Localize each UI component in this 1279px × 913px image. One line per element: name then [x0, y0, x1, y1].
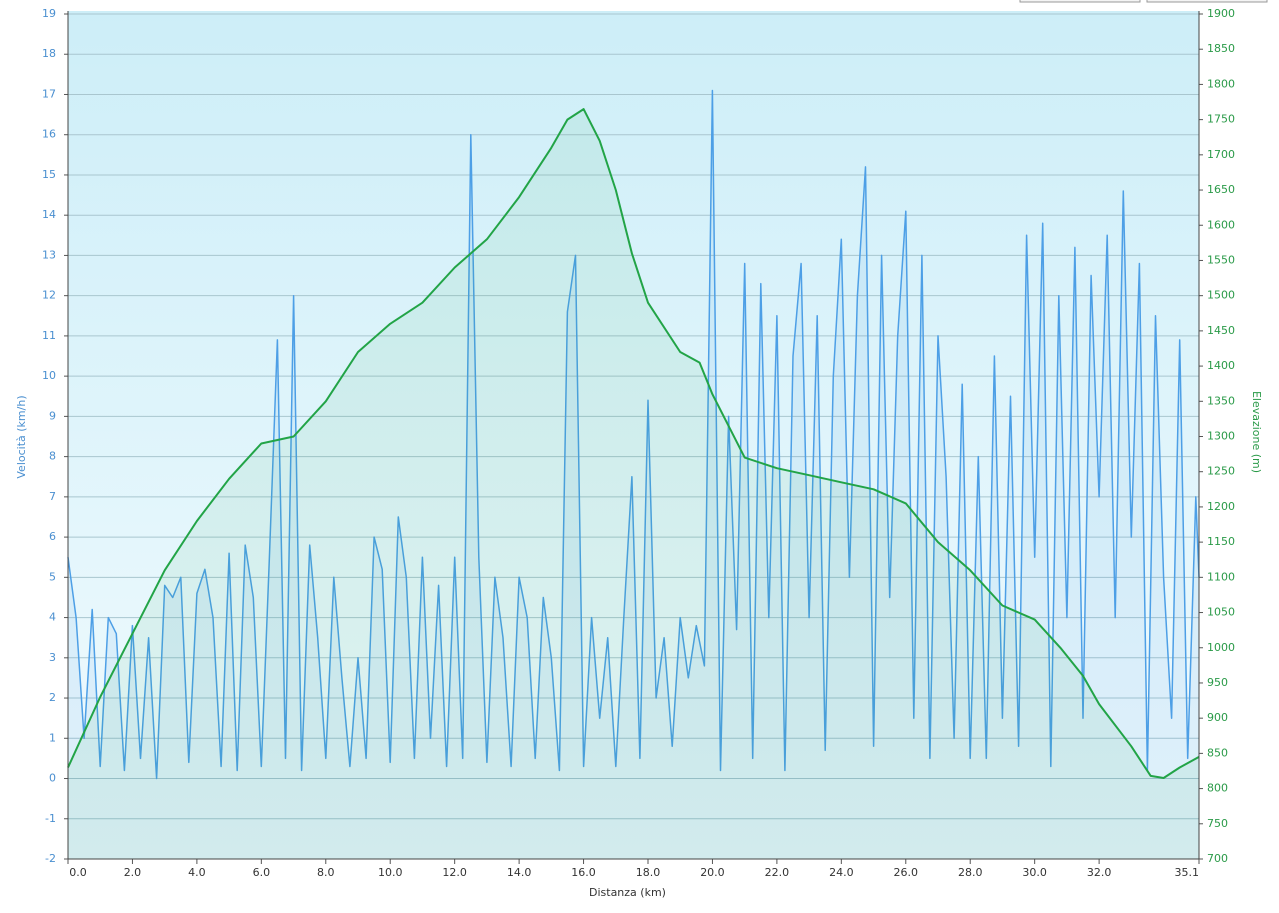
y2-tick-label: 900	[1207, 711, 1228, 724]
y2-tick-label: 1650	[1207, 183, 1235, 196]
y-tick-label: 18	[42, 47, 56, 60]
y2-tick-label: 1150	[1207, 535, 1235, 548]
y-tick-label: 4	[49, 611, 56, 624]
y-tick-label: 14	[42, 208, 56, 221]
series-area	[68, 109, 1199, 860]
y-axis-title: Velocità (km/h)	[15, 395, 28, 478]
y-tick-label: 2	[49, 691, 56, 704]
series-area	[68, 90, 1199, 859]
y2-tick-label: 750	[1207, 817, 1228, 830]
y2-tick-label: 700	[1207, 852, 1228, 865]
y-tick-label: -2	[45, 852, 56, 865]
y-tick-label: 1	[49, 731, 56, 744]
x-tick-label: 20.0	[700, 866, 725, 879]
y2-tick-label: 1000	[1207, 641, 1235, 654]
y2-tick-label: 1250	[1207, 465, 1235, 478]
x-tick-label: 35.1	[1175, 866, 1200, 879]
x-tick-label: 28.0	[958, 866, 983, 879]
x-axis-title: Distanza (km)	[589, 886, 666, 899]
x-tick-label: 0.0	[69, 866, 87, 879]
x-tick-label: 16.0	[571, 866, 596, 879]
y-tick-label: 5	[49, 570, 56, 583]
y2-tick-label: 1450	[1207, 324, 1235, 337]
y2-tick-label: 1350	[1207, 394, 1235, 407]
y-tick-label: 15	[42, 168, 56, 181]
y2-tick-label: 950	[1207, 676, 1228, 689]
y2-tick-label: 1750	[1207, 113, 1235, 126]
y-tick-label: 13	[42, 248, 56, 261]
x-tick-label: 4.0	[188, 866, 206, 879]
y2-tick-label: 1600	[1207, 218, 1235, 231]
toolbar-button[interactable]	[1019, 0, 1141, 3]
y-tick-label: 0	[49, 772, 56, 785]
y-tick-label: 11	[42, 329, 56, 342]
y2-tick-label: 1700	[1207, 148, 1235, 161]
x-tick-label: 2.0	[124, 866, 142, 879]
x-tick-label: 26.0	[894, 866, 919, 879]
y-tick-label: 7	[49, 490, 56, 503]
y2-tick-label: 1400	[1207, 359, 1235, 372]
y2-tick-label: 1200	[1207, 500, 1235, 513]
y2-tick-label: 1500	[1207, 289, 1235, 302]
y2-tick-label: 1550	[1207, 253, 1235, 266]
y-tick-label: 8	[49, 450, 56, 463]
y2-tick-label: 1100	[1207, 570, 1235, 583]
y2-tick-label: 1800	[1207, 77, 1235, 90]
y2-axis-title: Elevazione (m)	[1250, 391, 1263, 473]
y-tick-label: -1	[45, 812, 56, 825]
y-tick-label: 9	[49, 409, 56, 422]
y-tick-label: 10	[42, 369, 56, 382]
y2-tick-label: 1900	[1207, 7, 1235, 20]
y-tick-label: 16	[42, 128, 56, 141]
y2-tick-label: 850	[1207, 746, 1228, 759]
toolbar-button[interactable]	[1146, 0, 1268, 3]
x-tick-label: 32.0	[1087, 866, 1112, 879]
y-tick-label: 3	[49, 651, 56, 664]
x-tick-label: 12.0	[442, 866, 467, 879]
series-line	[67, 108, 1200, 779]
x-tick-label: 24.0	[829, 866, 854, 879]
series-line	[67, 89, 1200, 780]
x-tick-label: 14.0	[507, 866, 532, 879]
x-tick-label: 18.0	[636, 866, 661, 879]
x-tick-label: 30.0	[1022, 866, 1047, 879]
y2-tick-label: 800	[1207, 782, 1228, 795]
x-tick-label: 8.0	[317, 866, 335, 879]
plot-background	[68, 11, 1199, 859]
y2-tick-label: 1850	[1207, 42, 1235, 55]
y-tick-label: 12	[42, 289, 56, 302]
x-tick-label: 6.0	[253, 866, 271, 879]
y-tick-label: 6	[49, 530, 56, 543]
y-tick-label: 19	[42, 7, 56, 20]
y2-tick-label: 1050	[1207, 606, 1235, 619]
y-tick-label: 17	[42, 87, 56, 100]
x-tick-label: 22.0	[765, 866, 790, 879]
y2-tick-label: 1300	[1207, 430, 1235, 443]
x-tick-label: 10.0	[378, 866, 403, 879]
